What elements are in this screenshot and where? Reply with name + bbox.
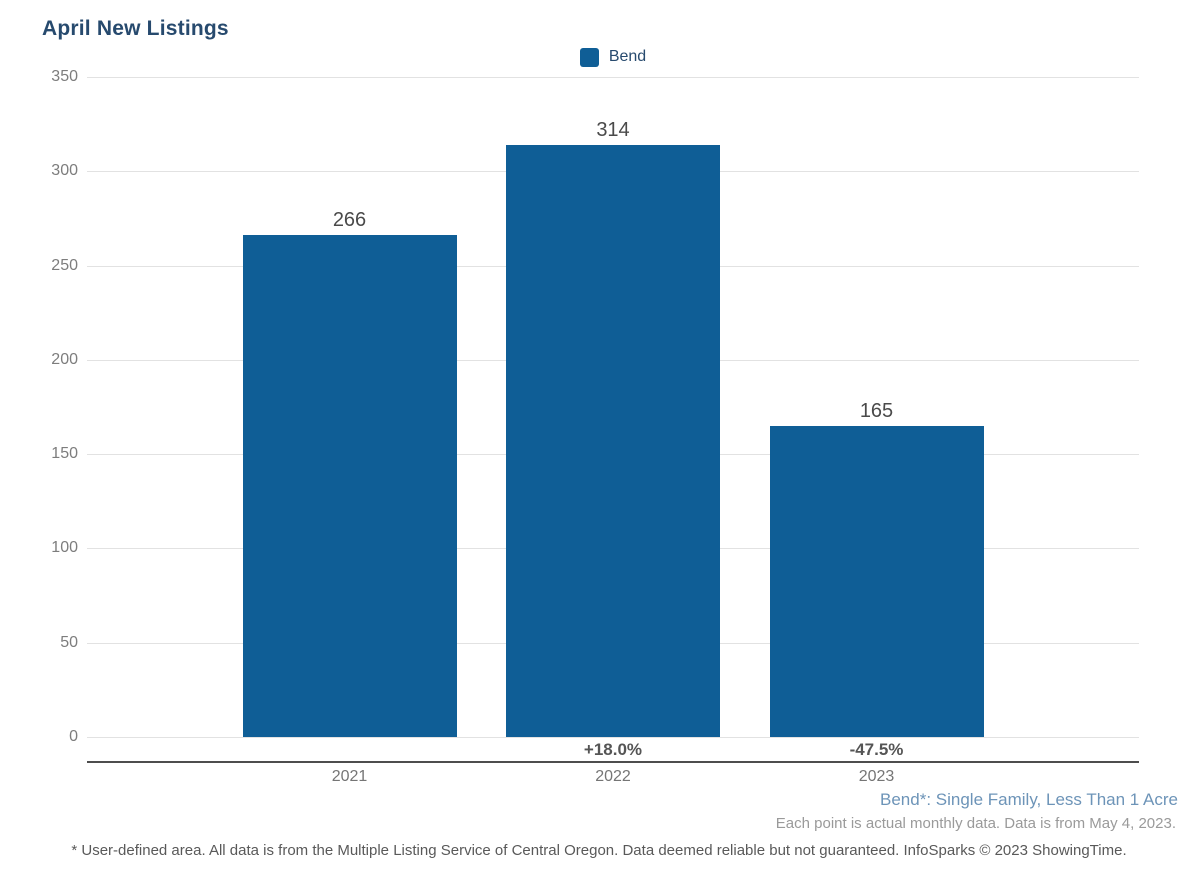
x-tick-2021: 2021 xyxy=(331,768,368,785)
pct-change-2023: -47.5% xyxy=(849,740,904,759)
bar-value-2021: 266 xyxy=(332,209,367,231)
y-tick-250: 250 xyxy=(51,256,78,274)
y-tick-200: 200 xyxy=(51,350,78,368)
gridline-0 xyxy=(87,737,1139,738)
y-tick-100: 100 xyxy=(51,539,78,557)
series-footnote: Bend*: Single Family, Less Than 1 Acre xyxy=(880,790,1178,809)
bar-value-2023: 165 xyxy=(859,400,894,422)
bar-2023[interactable] xyxy=(769,426,984,737)
y-tick-350: 350 xyxy=(51,68,78,85)
x-tick-2023: 2023 xyxy=(858,768,895,785)
legend-label: Bend xyxy=(608,48,647,65)
chart-title: April New Listings xyxy=(42,17,229,40)
bar-value-2022: 314 xyxy=(596,119,630,141)
pct-change-2022: +18.0% xyxy=(583,740,643,759)
data-footnote: Each point is actual monthly data. Data … xyxy=(775,815,1176,832)
disclaimer-text: * User-defined area. All data is from th… xyxy=(71,842,1127,859)
x-axis-line xyxy=(87,761,1139,763)
gridline-350 xyxy=(87,77,1139,78)
y-tick-50: 50 xyxy=(60,633,78,651)
y-tick-300: 300 xyxy=(51,162,78,180)
bar-2021[interactable] xyxy=(242,235,457,737)
bar-2022[interactable] xyxy=(506,145,720,737)
y-tick-150: 150 xyxy=(51,445,78,463)
x-tick-2022: 2022 xyxy=(595,768,631,785)
legend[interactable]: Bend xyxy=(87,46,1139,68)
plot-area: 266 2021 314 +18.0% 2022 165 -47.5% 2023 xyxy=(87,77,1139,801)
y-axis-labels: 0 50 100 150 200 250 300 350 xyxy=(0,68,78,745)
y-tick-0: 0 xyxy=(69,728,78,745)
legend-swatch-icon xyxy=(579,47,599,67)
